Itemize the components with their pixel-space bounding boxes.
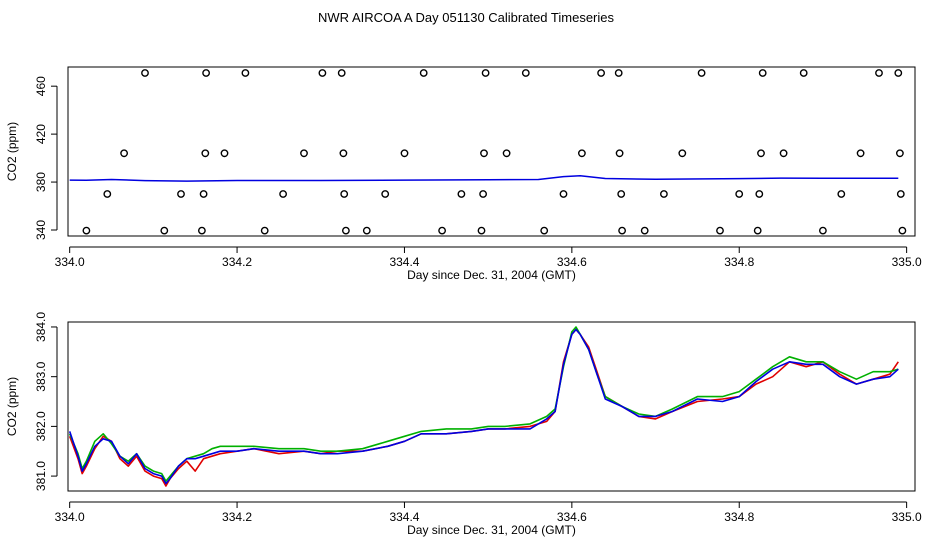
data-point <box>160 226 169 235</box>
data-point <box>220 149 229 158</box>
data-point <box>419 69 428 77</box>
x-tick-label: 334.2 <box>222 510 252 524</box>
data-point <box>617 190 626 198</box>
x-tick-label: 334.0 <box>55 255 85 269</box>
chart-title: NWR AIRCOA A Day 051130 Calibrated Times… <box>318 10 614 25</box>
data-point <box>758 69 767 77</box>
data-point <box>199 190 208 198</box>
data-point <box>502 149 511 158</box>
data-point <box>480 149 488 158</box>
data-point <box>894 69 903 77</box>
data-point <box>735 190 744 198</box>
data-point <box>481 69 490 77</box>
data-point <box>82 226 91 235</box>
data-point <box>241 69 250 77</box>
data-point <box>400 149 409 158</box>
y-tick-label: 383.0 <box>34 361 48 391</box>
y-axis: 340 380 420 460 <box>34 76 58 240</box>
data-point <box>678 149 687 158</box>
data-point <box>875 69 883 77</box>
x-tick-label: 335.0 <box>892 255 922 269</box>
data-point <box>757 149 765 158</box>
scatter-panel: 334.0 334.2 334.4 334.6 334.8 335.0 Day since … <box>5 66 922 282</box>
y-tick-label: 340 <box>34 220 48 240</box>
data-point <box>479 190 487 198</box>
data-point <box>898 226 907 235</box>
data-point <box>779 149 788 158</box>
y-tick-label: 380 <box>34 172 48 192</box>
x-tick-label: 334.0 <box>55 510 85 524</box>
data-point <box>660 190 668 198</box>
data-point <box>614 69 623 77</box>
data-point <box>339 149 348 158</box>
data-point <box>362 226 371 235</box>
data-point <box>260 226 269 235</box>
y-tick-label: 381.0 <box>34 461 48 491</box>
x-axis-title: Day since Dec. 31, 2004 (GMT) <box>407 268 576 282</box>
y-tick-label: 460 <box>34 76 48 96</box>
data-point <box>120 149 129 158</box>
data-point <box>856 149 865 158</box>
x-tick-label: 334.2 <box>222 255 252 269</box>
y-tick-label: 420 <box>34 124 48 144</box>
series-line-blue <box>68 328 899 485</box>
data-point <box>753 226 762 235</box>
data-point <box>103 190 112 198</box>
y-tick-label: 384.0 <box>34 312 48 342</box>
data-point <box>755 190 764 198</box>
x-tick-label: 334.4 <box>389 510 419 524</box>
y-tick-label: 382.0 <box>34 411 48 441</box>
series-line-red <box>68 328 899 487</box>
x-tick-label: 334.8 <box>724 510 754 524</box>
x-tick-label: 335.0 <box>892 510 922 524</box>
plot-frame <box>67 321 916 492</box>
data-point <box>201 149 210 158</box>
data-point <box>896 149 904 158</box>
y-axis: 381.0 382.0 383.0 384.0 <box>34 312 58 491</box>
data-point <box>341 226 350 235</box>
data-point <box>716 226 724 235</box>
data-point <box>300 149 308 158</box>
data-point <box>559 190 568 198</box>
data-point <box>597 69 605 77</box>
x-tick-label: 334.8 <box>724 255 754 269</box>
data-point <box>318 69 327 77</box>
x-axis-title: Day since Dec. 31, 2004 (GMT) <box>407 523 576 537</box>
series-line-blue <box>69 174 899 182</box>
data-point <box>618 226 626 235</box>
data-point <box>337 69 346 77</box>
data-point <box>640 226 649 235</box>
data-point <box>837 190 846 198</box>
data-point <box>202 69 211 77</box>
data-point <box>279 190 287 198</box>
data-point <box>141 69 149 77</box>
data-point <box>697 69 706 77</box>
series-line-green <box>68 326 899 482</box>
data-point <box>799 69 808 77</box>
data-point <box>438 226 446 235</box>
timeseries-panel: 334.0 334.2 334.4 334.6 334.8 335.0 Day since … <box>5 312 922 537</box>
y-axis-title: CO2 (ppm) <box>5 377 19 436</box>
data-point <box>540 226 549 235</box>
data-point <box>177 190 185 198</box>
x-tick-label: 334.4 <box>389 255 419 269</box>
data-point <box>381 190 390 198</box>
x-axis: 334.0 334.2 334.4 334.6 334.8 335.0 <box>55 246 922 269</box>
plot-frame <box>67 66 916 237</box>
data-point <box>340 190 349 198</box>
data-point <box>819 226 827 235</box>
y-axis-title: CO2 (ppm) <box>5 122 19 181</box>
data-point <box>615 149 624 158</box>
data-point <box>578 149 586 158</box>
x-tick-label: 334.6 <box>557 255 587 269</box>
data-point <box>521 69 530 77</box>
data-point <box>197 226 206 235</box>
data-point <box>477 226 486 235</box>
x-axis: 334.0 334.2 334.4 334.6 334.8 335.0 <box>55 501 922 524</box>
data-point <box>896 190 905 198</box>
data-point <box>457 190 466 198</box>
x-tick-label: 334.6 <box>557 510 587 524</box>
